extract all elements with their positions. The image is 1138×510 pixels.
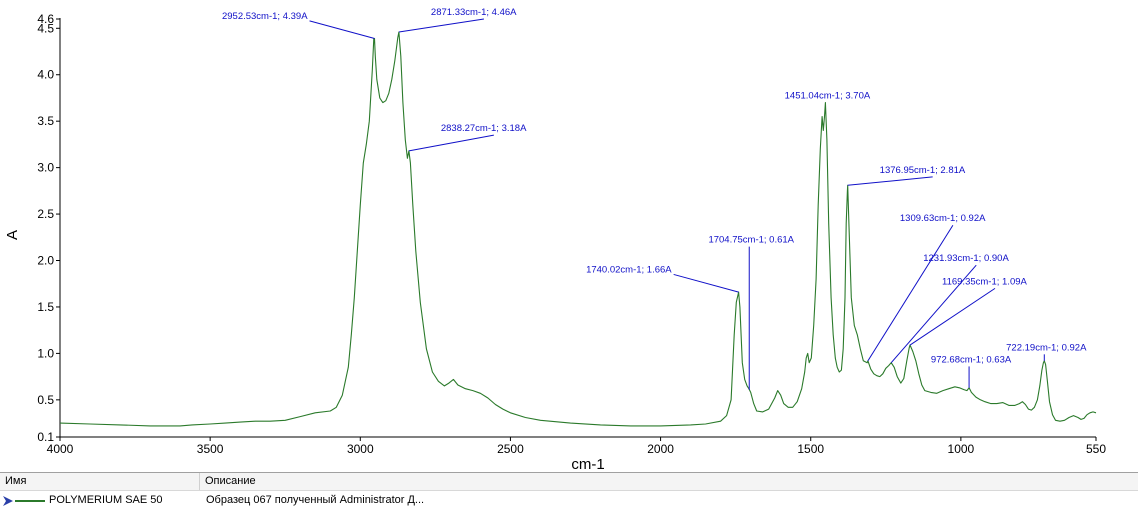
annotation-label: 1451.04cm-1; 3.70A xyxy=(785,91,871,102)
annotation-label: 1740.02cm-1; 1.66A xyxy=(586,264,672,275)
legend-row-name-cell: POLYMERIUM SAE 50 xyxy=(0,491,200,510)
peak-annotation: 1376.95cm-1; 2.81A xyxy=(847,165,966,186)
y-tick-label: 2.0 xyxy=(37,254,54,268)
y-axis-title: A xyxy=(4,230,21,240)
legend-col-description[interactable]: Описание xyxy=(205,475,256,487)
annotation-label: 1309.63cm-1; 0.92A xyxy=(900,213,986,224)
annotation-leader xyxy=(867,224,954,362)
x-tick-label: 4000 xyxy=(47,442,74,456)
annotation-leader xyxy=(847,176,933,186)
annotation-leader xyxy=(309,20,375,39)
peak-annotation: 972.68cm-1; 0.63A xyxy=(931,354,1012,388)
y-tick-label: 0.1 xyxy=(37,430,54,444)
legend-col-name[interactable]: Имя xyxy=(0,473,200,490)
y-tick-label: 3.5 xyxy=(37,114,54,128)
series-color-swatch xyxy=(15,499,45,502)
series-layer xyxy=(59,31,1097,427)
spectrum-chart: 4000 3500 3000 2500 2000 1500 1000 550 0.1 0.5 1.0… xyxy=(4,7,1106,472)
annotation-leader xyxy=(909,287,996,346)
annotation-label: 1231.93cm-1; 0.90A xyxy=(923,253,1009,264)
peak-annotation: 1451.04cm-1; 3.70A xyxy=(785,91,871,102)
annotation-label: 1704.75cm-1; 0.61A xyxy=(708,235,794,246)
spectra-legend-table: Имя Описание POLYMERIUM SAE 50 Образец 0… xyxy=(0,472,1138,510)
x-tick-label: 1500 xyxy=(797,442,824,456)
y-tick-label: 2.5 xyxy=(37,207,54,221)
peak-annotation: 1309.63cm-1; 0.92A xyxy=(867,213,986,362)
peak-annotation: 2871.33cm-1; 4.46A xyxy=(398,7,517,33)
peak-annotation: 2838.27cm-1; 3.18A xyxy=(408,123,527,152)
peak-annotation: 722.19cm-1; 0.92A xyxy=(1006,342,1087,361)
y-tick-label: 1.5 xyxy=(37,300,54,314)
annotation-label: 2952.53cm-1; 4.39A xyxy=(222,11,308,22)
peak-annotation: 1704.75cm-1; 0.61A xyxy=(708,235,795,390)
legend-row-name: POLYMERIUM SAE 50 xyxy=(49,494,163,506)
peak-annotation: 1169.35cm-1; 1.09A xyxy=(909,276,1028,346)
x-tick-label: 2000 xyxy=(647,442,674,456)
annotation-label: 1169.35cm-1; 1.09A xyxy=(942,276,1028,287)
y-tick-label: 1.0 xyxy=(37,346,54,360)
series-line xyxy=(59,31,1097,427)
annotation-leader xyxy=(398,18,485,33)
y-tick-label: 4.6 xyxy=(37,12,54,26)
x-tick-label: 3500 xyxy=(197,442,224,456)
peak-annotation: 1231.93cm-1; 0.90A xyxy=(890,253,1009,364)
y-tick-label: 0.5 xyxy=(37,393,54,407)
y-tick-label: 4.5 xyxy=(37,21,54,35)
x-tick-label: 1000 xyxy=(948,442,975,456)
annotation-label: 722.19cm-1; 0.92A xyxy=(1006,342,1087,353)
peak-annotations: 2952.53cm-1; 4.39A 2871.33cm-1; 4.46A 2838… xyxy=(222,7,1087,390)
axes: 4000 3500 3000 2500 2000 1500 1000 550 0.1 0.5 1.0… xyxy=(37,12,1106,456)
annotation-leader xyxy=(890,264,977,364)
x-tick-label: 550 xyxy=(1086,442,1106,456)
annotation-leader xyxy=(408,134,494,152)
peak-annotation: 1740.02cm-1; 1.66A xyxy=(586,264,739,293)
y-tick-label: 4.0 xyxy=(37,68,54,82)
legend-row-description: Образец 067 полученный Administrator Д..… xyxy=(206,494,425,506)
y-tick-label: 3.0 xyxy=(37,161,54,175)
legend-row[interactable]: POLYMERIUM SAE 50 Образец 067 полученный… xyxy=(0,491,1138,510)
peak-annotation: 2952.53cm-1; 4.39A xyxy=(222,11,375,39)
annotation-label: 1376.95cm-1; 2.81A xyxy=(880,165,966,176)
legend-header: Имя Описание xyxy=(0,473,1138,491)
x-tick-label: 3000 xyxy=(347,442,374,456)
annotation-leader xyxy=(673,273,739,293)
annotation-label: 2838.27cm-1; 3.18A xyxy=(441,123,527,134)
x-tick-label: 2500 xyxy=(497,442,524,456)
annotation-label: 2871.33cm-1; 4.46A xyxy=(431,7,517,18)
selected-row-arrow-icon xyxy=(3,495,13,506)
x-axis-title: cm-1 xyxy=(571,456,604,472)
annotation-label: 972.68cm-1; 0.63A xyxy=(931,354,1012,365)
